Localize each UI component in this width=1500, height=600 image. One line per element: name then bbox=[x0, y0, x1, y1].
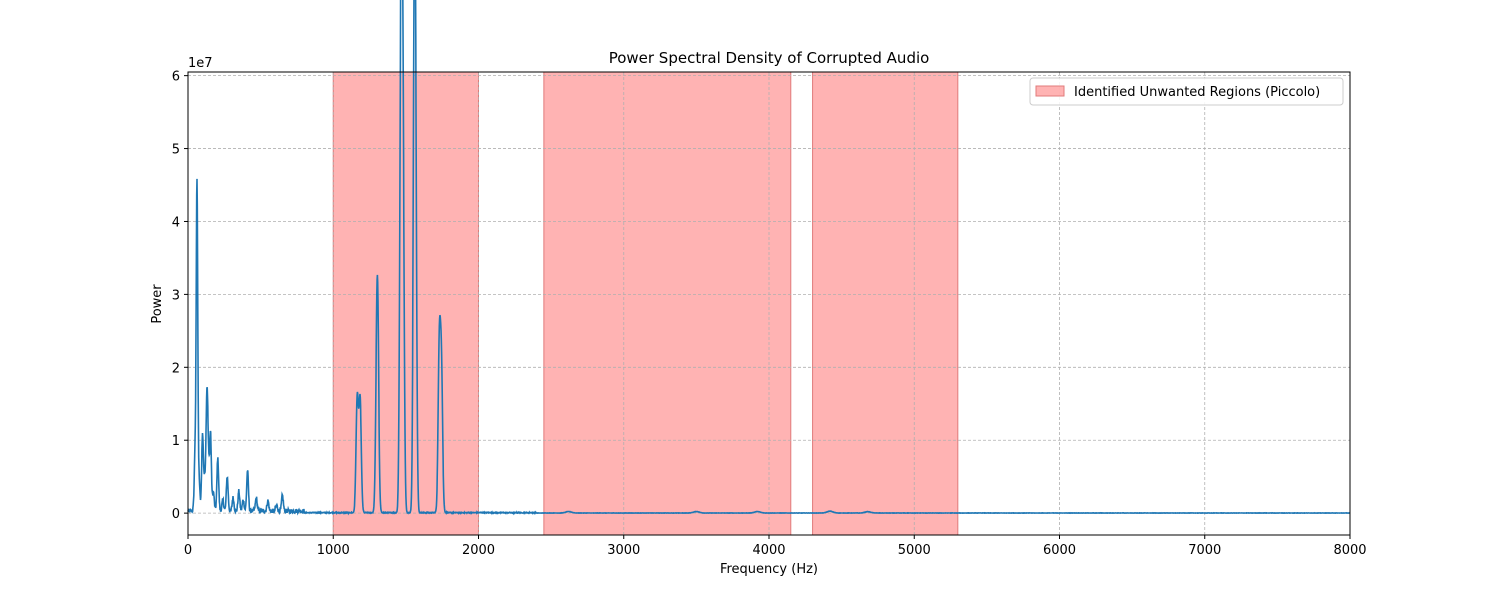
x-tick-label: 1000 bbox=[317, 543, 350, 558]
x-tick-label: 4000 bbox=[752, 543, 785, 558]
chart-title: Power Spectral Density of Corrupted Audi… bbox=[609, 49, 930, 67]
x-tick-label: 8000 bbox=[1333, 543, 1366, 558]
y-tick-label: 1 bbox=[172, 434, 180, 449]
legend-box bbox=[1029, 77, 1344, 106]
x-tick-label: 6000 bbox=[1043, 543, 1076, 558]
x-tick-label: 0 bbox=[184, 543, 192, 558]
legend: Identified Unwanted Regions (Piccolo) bbox=[1029, 77, 1344, 106]
y-ticks: 0 1 2 3 4 5 6 bbox=[172, 70, 188, 522]
y-multiplier-label: 1e7 bbox=[188, 56, 213, 71]
series-layer bbox=[187, 0, 1351, 516]
y-tick-label: 2 bbox=[172, 361, 180, 376]
psd-series-line bbox=[187, 0, 1351, 516]
plot-area bbox=[187, 0, 1351, 536]
x-tick-label: 7000 bbox=[1188, 543, 1221, 558]
x-tick-label: 3000 bbox=[607, 543, 640, 558]
y-tick-label: 6 bbox=[172, 70, 180, 85]
legend-entry-label: Identified Unwanted Regions (Piccolo) bbox=[1074, 85, 1320, 100]
x-ticks: 0 1000 2000 3000 4000 5000 6000 7000 8000 bbox=[184, 535, 1367, 558]
shaded-region-3 bbox=[812, 71, 959, 536]
y-tick-label: 4 bbox=[172, 215, 180, 230]
x-tick-label: 2000 bbox=[462, 543, 495, 558]
y-tick-label: 0 bbox=[172, 507, 180, 522]
x-axis-label: Frequency (Hz) bbox=[720, 562, 818, 577]
y-tick-label: 3 bbox=[172, 288, 180, 303]
x-tick-label: 5000 bbox=[898, 543, 931, 558]
y-tick-label: 5 bbox=[172, 143, 180, 158]
y-axis-label: Power bbox=[150, 284, 165, 324]
legend-swatch bbox=[1035, 85, 1065, 97]
shaded-regions bbox=[332, 71, 959, 536]
shaded-region-2 bbox=[543, 71, 792, 536]
